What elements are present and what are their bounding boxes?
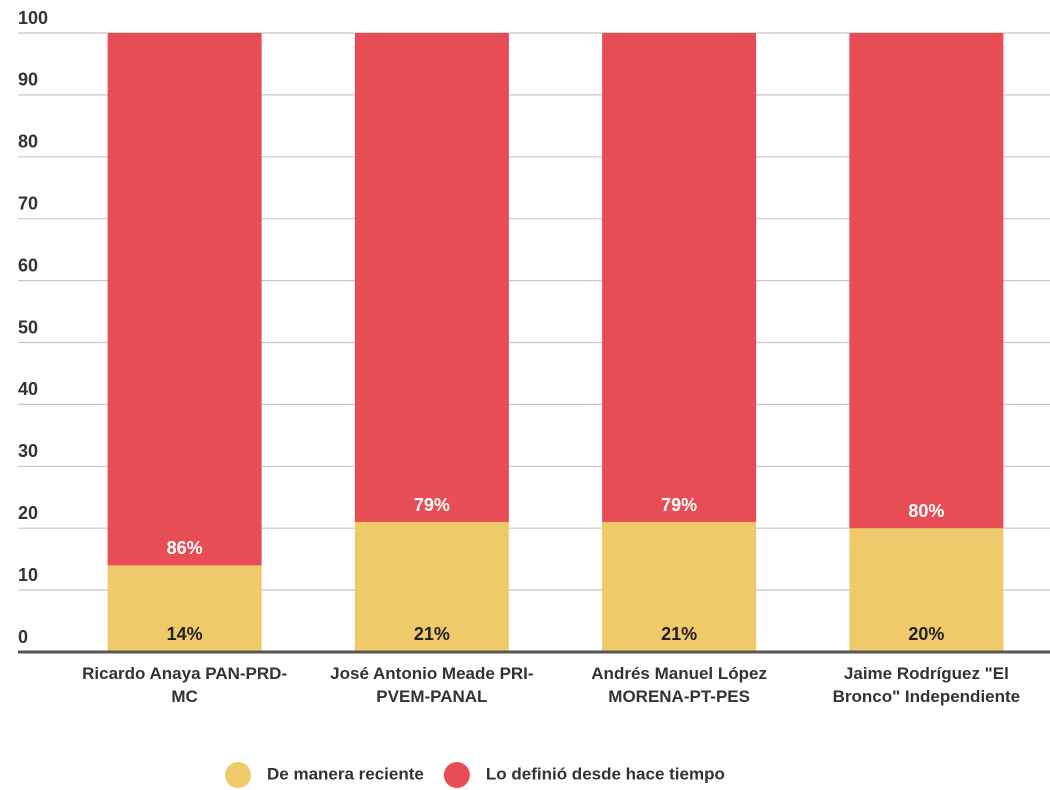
y-tick-label: 60 bbox=[18, 255, 38, 275]
bar-segment bbox=[354, 522, 509, 652]
bar-segment bbox=[107, 565, 262, 652]
y-tick-label: 50 bbox=[18, 317, 38, 337]
y-tick-label: 30 bbox=[18, 441, 38, 461]
data-label: 79% bbox=[661, 495, 697, 515]
x-tick-label: Andrés Manuel López MORENA-PT-PES bbox=[591, 664, 767, 706]
y-tick-label: 20 bbox=[18, 503, 38, 523]
data-label: 86% bbox=[167, 538, 203, 558]
y-tick-label: 10 bbox=[18, 565, 38, 585]
legend-swatch bbox=[443, 762, 470, 788]
data-label: 20% bbox=[908, 624, 944, 644]
y-tick-label: 70 bbox=[18, 193, 38, 213]
legend-label: Lo definió desde hace tiempo bbox=[486, 764, 725, 783]
x-tick-label: Ricardo Anaya PAN-PRD-MC bbox=[82, 664, 288, 706]
x-tick-label: José Antonio Meade PRI-PVEM-PANAL bbox=[330, 664, 534, 706]
bar-segment bbox=[602, 522, 757, 652]
data-label: 80% bbox=[908, 501, 944, 521]
legend-label: De manera reciente bbox=[267, 764, 424, 783]
bar-segment bbox=[849, 528, 1004, 652]
y-tick-label: 80 bbox=[18, 132, 38, 152]
data-label: 14% bbox=[167, 624, 203, 644]
data-label: 21% bbox=[661, 624, 697, 644]
bar-segment bbox=[354, 33, 509, 523]
data-label: 21% bbox=[414, 624, 450, 644]
bar-segment bbox=[849, 33, 1004, 529]
y-tick-label: 0 bbox=[18, 627, 28, 647]
x-tick-label: Jaime Rodríguez "El Bronco" Independient… bbox=[832, 664, 1021, 706]
bar-segment bbox=[107, 33, 262, 566]
bar-segment bbox=[602, 33, 757, 523]
data-label: 79% bbox=[414, 495, 450, 515]
legend-swatch bbox=[225, 762, 251, 788]
y-tick-label: 100 bbox=[18, 8, 48, 28]
y-tick-label: 40 bbox=[18, 379, 38, 399]
y-tick-label: 90 bbox=[18, 70, 38, 90]
